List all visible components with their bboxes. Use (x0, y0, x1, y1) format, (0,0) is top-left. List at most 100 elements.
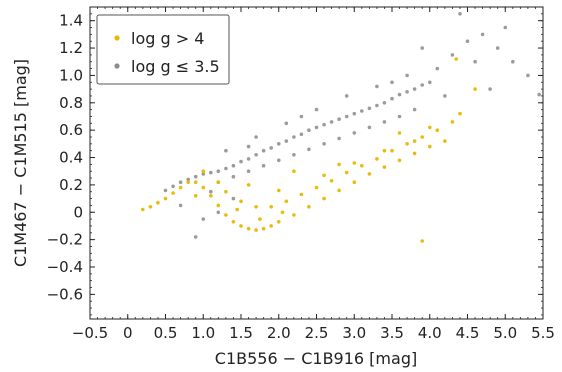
giant-point (277, 142, 281, 146)
x-tick-label: 3.5 (380, 324, 404, 342)
giant-point (209, 189, 213, 194)
dwarf-point (178, 185, 183, 190)
x-tick-label: 1.0 (191, 324, 215, 342)
dwarf-point (193, 180, 198, 184)
dwarf-point (224, 189, 228, 194)
giant-point (382, 101, 387, 105)
giant-point (178, 203, 183, 208)
dwarf-point (428, 144, 432, 149)
giant-point (254, 135, 258, 139)
giant-point (254, 153, 258, 157)
dwarf-point (148, 205, 153, 209)
dwarf-point (322, 196, 326, 201)
giant-point (537, 92, 541, 97)
x-tick-label: 2.5 (305, 324, 329, 342)
giant-point (428, 80, 432, 85)
dwarf-point (156, 200, 160, 205)
giant-point (307, 147, 311, 152)
giant-point (201, 172, 206, 176)
y-tick-label: 0.6 (59, 121, 83, 139)
dwarf-point (284, 199, 289, 204)
dwarf-point (322, 173, 326, 178)
dwarf-point (314, 185, 319, 190)
giant-point (186, 177, 190, 182)
dwarf-point (307, 205, 311, 209)
y-tick-label: 1.2 (59, 39, 83, 57)
dwarf-point (163, 196, 168, 201)
dwarf-point (420, 135, 425, 139)
dwarf-point (193, 194, 198, 198)
y-tick-label: 1.0 (59, 66, 83, 84)
giant-point (352, 111, 357, 116)
y-tick-label: −0.2 (47, 231, 83, 249)
giant-point (526, 73, 530, 78)
giant-point (329, 120, 334, 124)
dwarf-point (235, 207, 239, 212)
x-tick-label: 2.0 (267, 324, 291, 342)
giant-point (412, 107, 417, 112)
y-tick-label: 0.4 (59, 149, 83, 167)
series-dwarfs (141, 57, 477, 243)
dwarf-point (280, 210, 285, 215)
dwarf-point (224, 213, 228, 217)
giant-point (450, 53, 455, 57)
y-tick-label: 1.4 (59, 12, 83, 30)
giant-point (231, 196, 236, 201)
giant-point (216, 169, 221, 173)
giant-point (239, 159, 243, 164)
giant-point (397, 114, 402, 119)
giant-point (322, 122, 326, 127)
giant-point (473, 59, 477, 64)
dwarf-point (397, 158, 402, 163)
legend-label-dwarf: log g > 4 (131, 29, 204, 48)
dwarf-point (254, 205, 258, 209)
dwarf-point (231, 220, 236, 224)
dwarf-point (360, 163, 364, 168)
giant-point (246, 169, 251, 173)
giant-point (390, 80, 394, 85)
legend-marker-dwarf (114, 35, 120, 41)
x-tick-label: 5.5 (531, 324, 555, 342)
dwarf-point (382, 165, 387, 169)
dwarf-point (216, 203, 221, 208)
giant-point (382, 120, 387, 124)
giant-point (314, 125, 319, 130)
giant-point (178, 180, 183, 184)
giant-point (292, 153, 296, 157)
x-axis: −0.5 0 0.5 1.0 1.5 2.0 2.5 3.0 3.5 4.0 4.5 5.0 5.5 (72, 7, 555, 342)
giant-point (246, 144, 251, 149)
giant-point (367, 106, 372, 111)
giant-point (337, 136, 341, 141)
giant-point (284, 139, 289, 143)
dwarf-point (329, 179, 334, 183)
giant-point (261, 148, 266, 153)
dwarf-point (258, 217, 262, 221)
legend-box (96, 14, 230, 85)
dwarf-point (269, 224, 274, 228)
x-tick-label: −0.5 (72, 324, 108, 342)
y-axis-label: C1M467 − C1M515 [mag] (11, 59, 30, 267)
dwarf-point (277, 220, 281, 224)
x-axis-label: C1B556 − C1B916 [mag] (215, 349, 417, 368)
giant-point (367, 125, 372, 130)
giant-point (352, 131, 357, 135)
giant-point (299, 132, 304, 137)
dwarf-point (337, 188, 341, 193)
giant-point (209, 170, 213, 175)
giant-point (435, 66, 440, 71)
dwarf-point (382, 148, 387, 153)
dwarf-point (246, 226, 251, 231)
legend-label-giant: log g ≤ 3.5 (131, 57, 220, 76)
dwarf-point (299, 192, 304, 197)
giant-point (322, 142, 326, 146)
dwarf-point (397, 131, 402, 135)
dwarf-point (443, 139, 447, 143)
giant-point (314, 107, 319, 112)
giant-point (420, 83, 425, 87)
dwarf-point (186, 180, 190, 184)
dwarf-point (450, 120, 455, 124)
y-tick-label: −0.6 (47, 285, 83, 303)
dwarf-point (246, 183, 251, 187)
giant-point (337, 117, 341, 121)
dwarf-point (209, 194, 213, 198)
